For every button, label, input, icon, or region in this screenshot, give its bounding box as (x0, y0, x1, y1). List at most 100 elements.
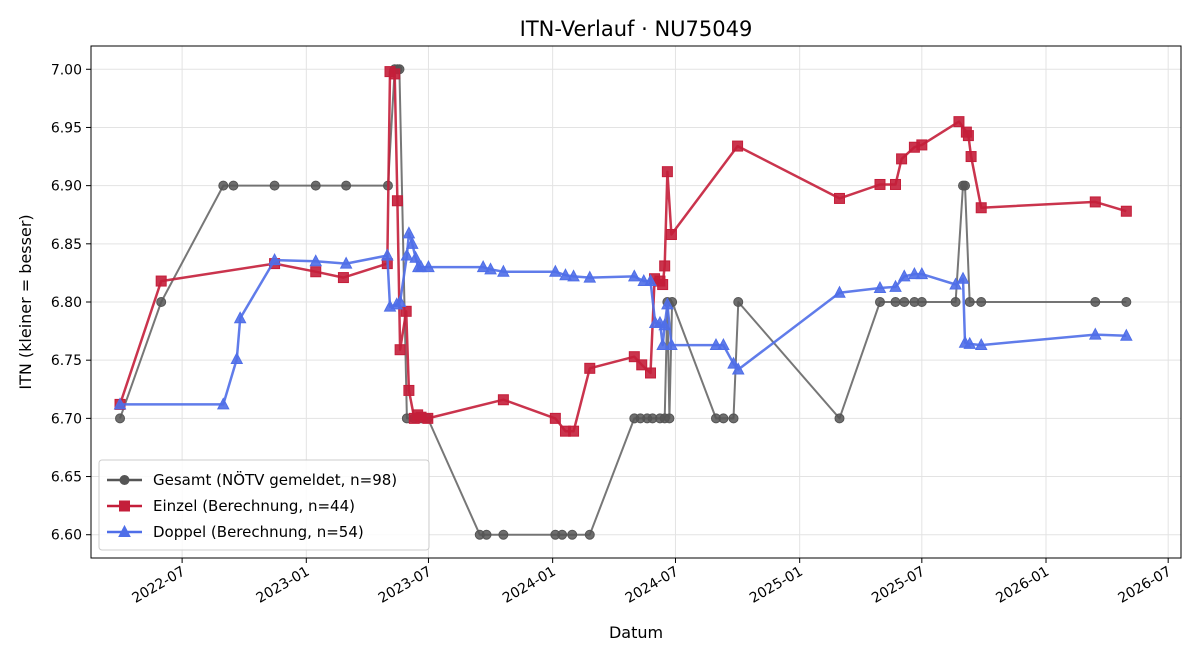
data-point-einzel (155, 275, 167, 287)
data-point-einzel (389, 68, 401, 80)
data-point-einzel (394, 344, 406, 356)
data-point-einzel (337, 272, 349, 284)
y-tick-label: 6.95 (51, 120, 82, 136)
chart-title: ITN-Verlauf · NU75049 (520, 17, 753, 41)
data-point-gesamt (960, 180, 971, 191)
y-axis: 6.60 6.65 6.70 6.75 6.80 6.85 6.90 6.95 7.00 (51, 62, 91, 544)
y-tick-label: 6.80 (51, 295, 82, 311)
data-point-doppel (658, 318, 672, 331)
data-point-gesamt (834, 413, 845, 424)
data-point-einzel (661, 166, 673, 178)
y-axis-label: ITN (kleiner = besser) (16, 214, 35, 389)
x-tick-label: 2025-07 (869, 564, 928, 607)
data-point-gesamt (310, 180, 321, 191)
x-axis-label: Datum (609, 623, 663, 642)
data-point-doppel (1088, 327, 1102, 340)
x-tick-label: 2023-07 (376, 564, 435, 607)
data-point-einzel (953, 116, 965, 128)
data-point-einzel (497, 394, 509, 406)
data-point-gesamt (950, 297, 961, 307)
data-point-einzel (890, 178, 902, 190)
data-point-gesamt (1090, 297, 1101, 307)
data-point-gesamt (916, 297, 927, 307)
data-point-gesamt (269, 180, 280, 191)
data-point-doppel (393, 294, 407, 307)
legend-label-einzel: Einzel (Berechnung, n=44) (153, 497, 355, 515)
data-point-einzel (657, 279, 669, 291)
x-tick-label: 2022-07 (129, 564, 188, 607)
legend-label-gesamt: Gesamt (NÖTV gemeldet, n=98) (153, 470, 397, 489)
data-point-einzel (1089, 196, 1101, 208)
data-point-einzel (645, 367, 657, 379)
y-tick-label: 6.60 (51, 528, 82, 544)
data-point-gesamt (228, 180, 239, 191)
data-point-gesamt (874, 297, 885, 307)
y-tick-label: 6.65 (51, 470, 82, 486)
data-point-doppel (974, 337, 988, 351)
data-point-doppel (583, 270, 597, 283)
data-point-doppel (717, 337, 730, 351)
data-point-doppel (833, 285, 846, 298)
data-point-einzel (659, 260, 671, 272)
data-point-doppel (405, 236, 419, 249)
data-point-einzel (568, 425, 580, 437)
series-line-einzel (118, 70, 1127, 433)
data-point-doppel (644, 273, 657, 287)
data-point-doppel (665, 337, 678, 351)
data-point-gesamt (728, 413, 739, 424)
data-point-gesamt (156, 297, 167, 307)
legend-marker-gesamt (119, 475, 130, 485)
data-point-doppel (915, 266, 929, 280)
data-point-gesamt (481, 529, 492, 540)
x-tick-label: 2026-01 (993, 564, 1052, 607)
data-point-einzel (391, 195, 403, 207)
data-point-doppel (873, 280, 887, 294)
data-point-einzel (636, 359, 648, 371)
data-point-einzel (422, 412, 434, 424)
data-point-doppel (484, 262, 497, 275)
data-point-einzel (965, 151, 977, 163)
data-point-doppel (963, 336, 977, 349)
data-point-doppel (549, 264, 562, 277)
data-point-einzel (549, 412, 561, 424)
data-point-doppel (113, 397, 127, 410)
data-point-einzel (732, 140, 744, 152)
data-point-gesamt (1121, 297, 1132, 307)
data-point-einzel (896, 153, 908, 165)
data-point-doppel (422, 260, 435, 273)
data-point-gesamt (557, 529, 568, 540)
x-tick-label: 2025-01 (747, 564, 806, 607)
data-point-doppel (402, 226, 416, 239)
data-point-gesamt (976, 297, 987, 307)
data-point-gesamt (498, 529, 509, 540)
legend-label-doppel: Doppel (Berechnung, n=54) (153, 523, 364, 541)
data-point-doppel (627, 269, 641, 282)
data-point-einzel (874, 178, 886, 190)
data-point-einzel (975, 202, 987, 214)
x-axis: 2022-07 2023-01 2023-07 2024-01 2024-07 2025-… (129, 558, 1174, 607)
data-point-einzel (833, 192, 845, 204)
data-point-doppel (476, 260, 490, 273)
data-point-doppel (1120, 328, 1133, 341)
y-tick-label: 6.85 (51, 237, 82, 253)
series-einzel (114, 66, 1132, 437)
data-point-doppel (567, 269, 580, 282)
data-point-einzel (310, 266, 322, 278)
data-point-gesamt (567, 529, 578, 540)
data-point-einzel (962, 130, 974, 142)
data-point-einzel (400, 305, 412, 317)
data-point-doppel (656, 337, 669, 351)
data-point-doppel (956, 271, 970, 284)
data-point-doppel (731, 362, 745, 375)
y-tick-label: 6.70 (51, 411, 82, 427)
data-point-doppel (268, 253, 281, 266)
data-point-gesamt (964, 297, 975, 307)
x-tick-label: 2024-07 (623, 564, 682, 607)
legend-marker-einzel (119, 500, 130, 512)
data-point-doppel (233, 311, 247, 324)
data-point-doppel (949, 277, 962, 290)
data-point-gesamt (584, 529, 595, 540)
data-point-doppel (889, 279, 902, 292)
y-tick-label: 7.00 (51, 62, 82, 78)
